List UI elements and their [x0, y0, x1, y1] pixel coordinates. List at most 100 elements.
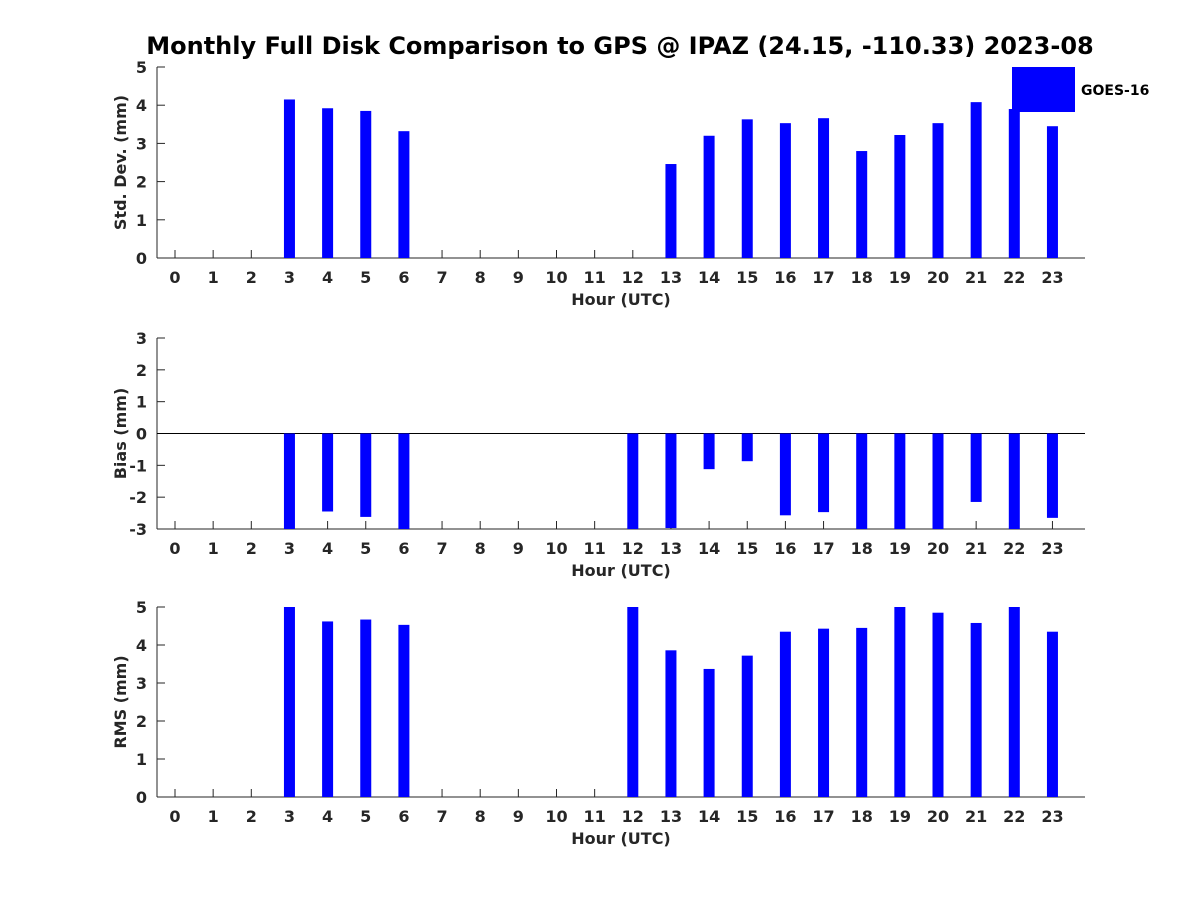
x-tick-label: 0 — [169, 807, 180, 826]
x-tick-label: 21 — [965, 539, 987, 558]
x-tick-label: 10 — [545, 268, 567, 287]
x-tick-label: 6 — [398, 268, 409, 287]
x-tick-label: 20 — [927, 268, 949, 287]
y-tick-label: 0 — [136, 425, 147, 444]
x-tick-label: 15 — [736, 268, 758, 287]
x-tick-label: 1 — [208, 539, 219, 558]
x-tick-label: 1 — [208, 268, 219, 287]
bar-hour-19 — [894, 607, 906, 797]
y-tick-label: -3 — [129, 520, 147, 539]
bar-hour-14 — [703, 433, 715, 470]
x-tick-label: 2 — [246, 539, 257, 558]
x-tick-label: 22 — [1003, 807, 1025, 826]
bar-hour-23 — [1046, 126, 1058, 259]
y-tick-label: 5 — [136, 598, 147, 617]
x-tick-label: 13 — [660, 268, 682, 287]
x-tick-label: 15 — [736, 807, 758, 826]
bar-hour-20 — [932, 123, 944, 259]
x-tick-label: 14 — [698, 807, 720, 826]
bar-hour-4 — [322, 433, 334, 512]
bar-hour-6 — [398, 433, 410, 529]
y-tick-label: 3 — [136, 134, 147, 153]
bar-hour-6 — [398, 131, 410, 258]
y-tick-label: 0 — [136, 249, 147, 268]
x-tick-label: 12 — [622, 268, 644, 287]
bar-hour-15 — [741, 655, 753, 797]
bar-hour-5 — [360, 433, 372, 517]
bar-hour-12 — [627, 433, 639, 529]
x-tick-label: 22 — [1003, 539, 1025, 558]
legend-swatch-goes-16 — [1012, 67, 1075, 112]
x-tick-label: 3 — [284, 807, 295, 826]
bar-hour-16 — [779, 433, 791, 516]
bar-hour-18 — [856, 627, 868, 797]
y-tick-label: 2 — [136, 361, 147, 380]
x-tick-label: 19 — [889, 268, 911, 287]
x-tick-label: 4 — [322, 539, 333, 558]
x-tick-label: 7 — [436, 539, 447, 558]
bar-hour-3 — [283, 99, 295, 258]
bar-hour-17 — [818, 433, 830, 513]
x-tick-label: 9 — [513, 539, 524, 558]
bar-hour-17 — [818, 118, 830, 258]
x-tick-label: 16 — [774, 539, 796, 558]
y-tick-label: -2 — [129, 488, 147, 507]
bar-hour-20 — [932, 612, 944, 797]
x-tick-label: 0 — [169, 268, 180, 287]
bar-hour-19 — [894, 134, 906, 258]
y-tick-label: 1 — [136, 211, 147, 230]
chart-legend: GOES-16 — [1012, 67, 1149, 112]
x-tick-label: 17 — [812, 539, 834, 558]
x-tick-label: 5 — [360, 268, 371, 287]
x-tick-label: 10 — [545, 807, 567, 826]
bar-hour-6 — [398, 624, 410, 797]
bar-hour-13 — [665, 650, 677, 797]
x-tick-label: 6 — [398, 807, 409, 826]
x-tick-label: 14 — [698, 268, 720, 287]
y-tick-label: 2 — [136, 173, 147, 192]
x-tick-label: 2 — [246, 807, 257, 826]
x-tick-label: 6 — [398, 539, 409, 558]
x-tick-label: 5 — [360, 807, 371, 826]
bar-hour-21 — [970, 622, 982, 797]
y-tick-label: 1 — [136, 393, 147, 412]
y-tick-label: 4 — [136, 636, 147, 655]
x-tick-label: 19 — [889, 539, 911, 558]
x-axis-label: Hour (UTC) — [571, 829, 671, 848]
x-tick-label: 14 — [698, 539, 720, 558]
bar-hour-14 — [703, 135, 715, 258]
x-tick-label: 3 — [284, 539, 295, 558]
x-tick-label: 4 — [322, 807, 333, 826]
bar-hour-23 — [1046, 433, 1058, 518]
x-tick-label: 9 — [513, 268, 524, 287]
x-tick-label: 15 — [736, 539, 758, 558]
x-tick-label: 22 — [1003, 268, 1025, 287]
x-tick-label: 13 — [660, 539, 682, 558]
bar-hour-22 — [1008, 109, 1020, 259]
y-axis-label: Bias (mm) — [111, 388, 130, 480]
x-tick-label: 12 — [622, 539, 644, 558]
x-tick-label: 23 — [1041, 539, 1063, 558]
bar-hour-18 — [856, 433, 868, 529]
x-tick-label: 17 — [812, 268, 834, 287]
x-tick-label: 5 — [360, 539, 371, 558]
bar-hour-23 — [1046, 631, 1058, 797]
x-tick-label: 21 — [965, 807, 987, 826]
bar-hour-4 — [322, 108, 334, 258]
y-tick-label: 3 — [136, 329, 147, 348]
figure-title: Monthly Full Disk Comparison to GPS @ IP… — [146, 32, 1094, 60]
bar-hour-19 — [894, 433, 906, 529]
x-axis-label: Hour (UTC) — [571, 561, 671, 580]
legend-label: GOES-16 — [1081, 83, 1149, 99]
x-tick-label: 11 — [584, 268, 606, 287]
y-tick-label: 3 — [136, 674, 147, 693]
bar-hour-16 — [779, 631, 791, 797]
bar-hour-21 — [970, 433, 982, 502]
x-tick-label: 18 — [851, 807, 873, 826]
bar-hour-15 — [741, 119, 753, 258]
bar-hour-18 — [856, 151, 868, 258]
bar-hour-13 — [665, 164, 677, 258]
x-tick-label: 9 — [513, 807, 524, 826]
